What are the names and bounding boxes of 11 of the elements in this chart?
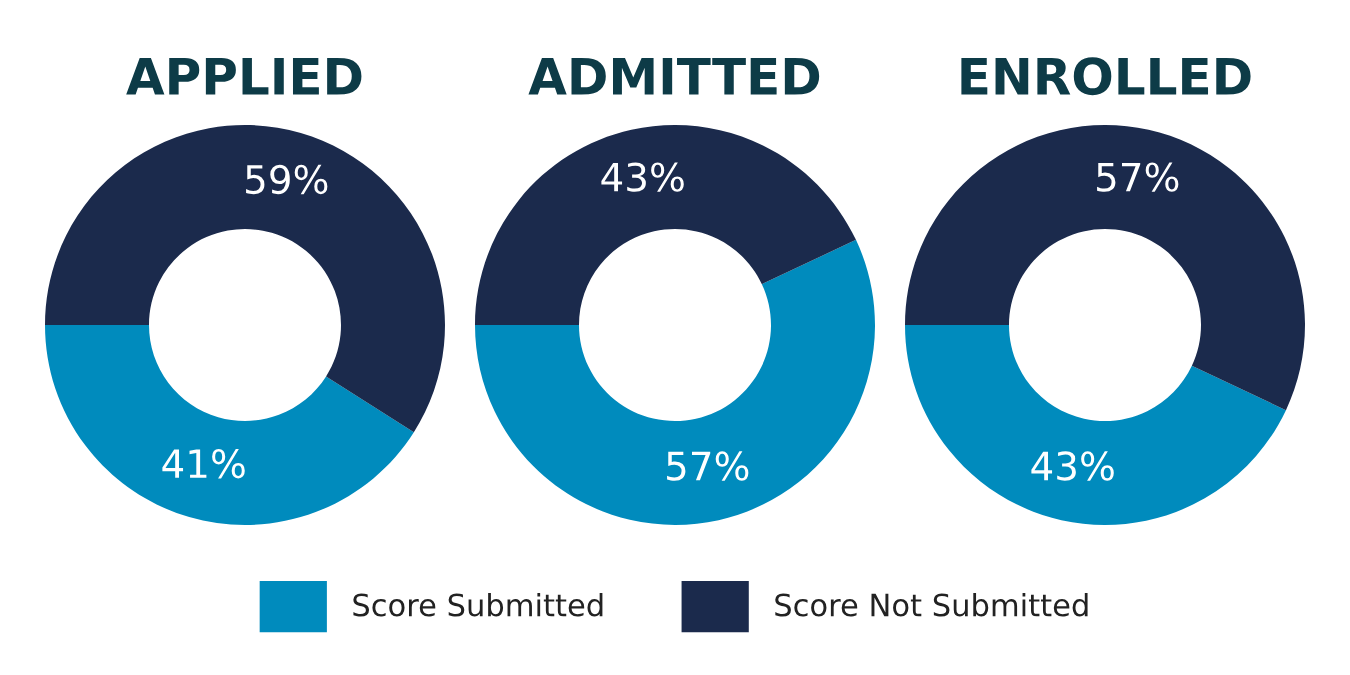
data-label: 57% bbox=[667, 451, 749, 481]
data-label: 59% bbox=[246, 164, 328, 195]
chart-title: APPLIED bbox=[126, 57, 362, 95]
data-label: 57% bbox=[1097, 162, 1179, 192]
chart-title: ENROLLED bbox=[961, 57, 1251, 96]
legend-label: Score Submitted bbox=[353, 592, 603, 617]
data-label: 43% bbox=[1031, 451, 1114, 481]
legend-label: Score Not Submitted bbox=[775, 592, 1088, 617]
chart-title: ADMITTED bbox=[528, 57, 820, 95]
data-label: 43% bbox=[601, 162, 684, 192]
data-label: 41% bbox=[162, 448, 245, 479]
